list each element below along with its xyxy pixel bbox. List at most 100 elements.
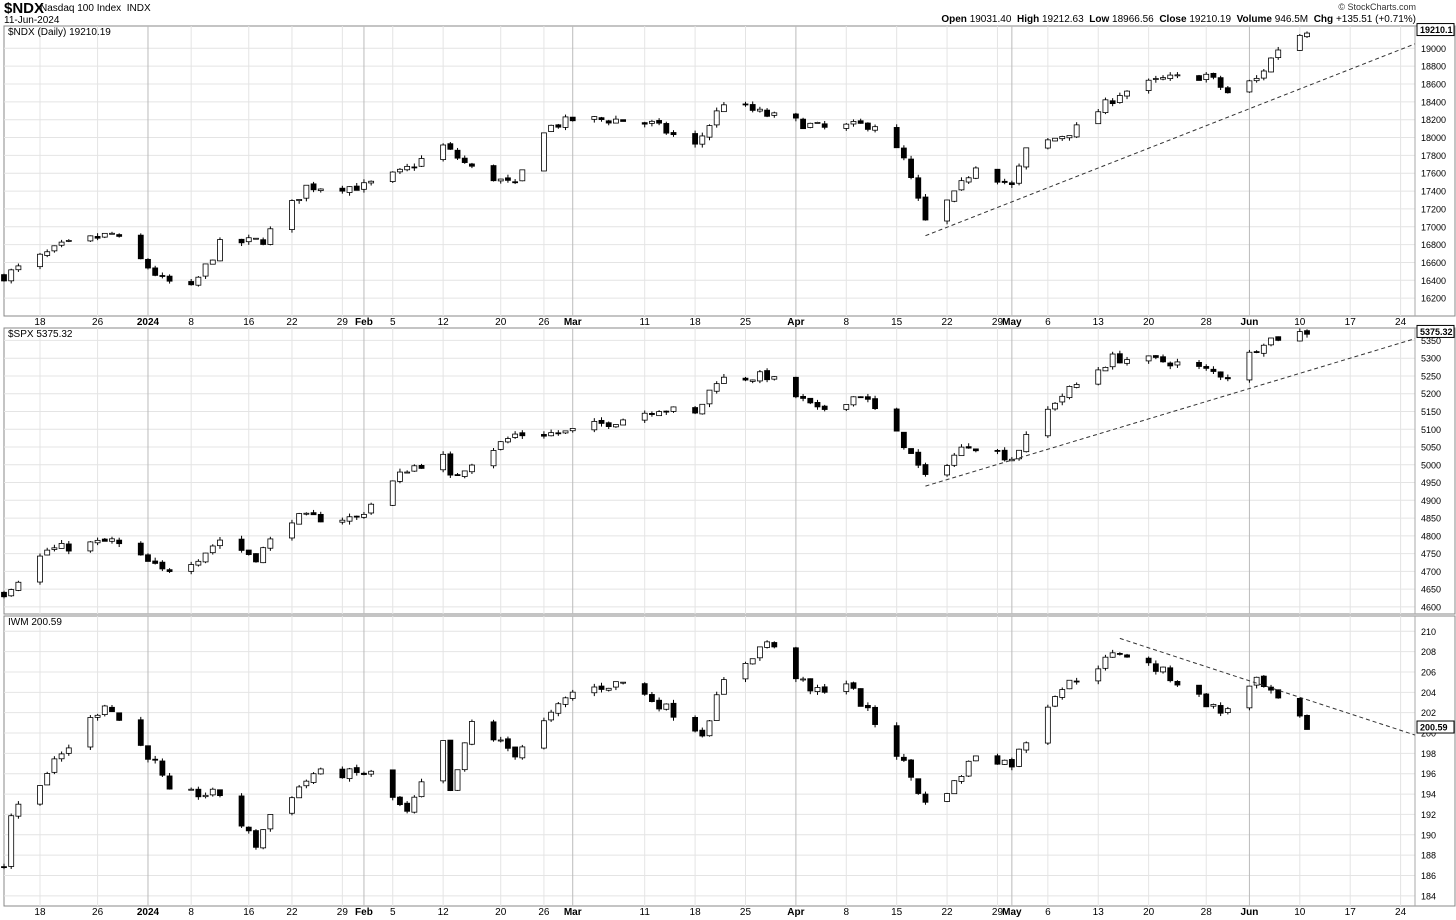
candle-down — [1116, 353, 1123, 364]
candle-down — [598, 419, 605, 424]
candle-down — [764, 109, 770, 117]
candle-down — [814, 402, 821, 408]
y-tick-label: 208 — [1421, 647, 1436, 657]
chart-date: 11-Jun-2024 — [4, 15, 60, 26]
candle-up — [1246, 351, 1253, 381]
candle-down — [152, 267, 159, 276]
y-tick-label: 210 — [1421, 627, 1436, 637]
candle-down — [260, 239, 267, 245]
y-tick-label: 5250 — [1421, 371, 1441, 381]
candle-up — [749, 379, 756, 382]
candle-up — [44, 251, 51, 256]
candle-down — [1073, 680, 1080, 683]
candle-up — [1066, 679, 1073, 690]
candle-up — [613, 681, 619, 688]
candle-down — [1253, 351, 1260, 353]
candle-up — [209, 545, 216, 554]
candle-up — [346, 516, 353, 522]
y-tick-label: 192 — [1421, 810, 1436, 820]
candle-down — [454, 149, 461, 159]
x-tick-label: Feb — [355, 907, 373, 918]
candle-up — [850, 396, 857, 406]
candle-down — [857, 120, 864, 124]
candle-down — [109, 706, 115, 713]
candle-up — [51, 758, 58, 773]
x-tick-label: 25 — [740, 907, 752, 918]
x-tick-label: 8 — [188, 317, 194, 328]
candle-up — [289, 522, 295, 539]
candle-down — [116, 539, 123, 545]
candle-up — [109, 232, 115, 235]
y-tick-label: 5100 — [1421, 425, 1441, 435]
y-tick-label: 5300 — [1421, 354, 1441, 364]
y-tick-label: 18000 — [1421, 133, 1446, 143]
stat-open-label: Open — [941, 14, 967, 25]
last-value-badge — [1416, 720, 1455, 734]
candle-down — [908, 448, 914, 454]
candle-down — [1008, 182, 1015, 185]
panel-frame — [3, 615, 1456, 907]
candle-up — [519, 746, 526, 759]
candle-up — [346, 768, 353, 780]
chart-panel-3: 1841861881901921941961982002022042062082… — [1, 615, 1456, 918]
candle-up — [1102, 99, 1109, 114]
candle-down — [1196, 75, 1202, 81]
candle-up — [260, 829, 267, 849]
candle-down — [872, 706, 878, 725]
candle-down — [454, 474, 461, 476]
y-tick-label: 200 — [1421, 729, 1436, 739]
y-tick-label: 4650 — [1421, 585, 1441, 595]
candle-up — [555, 703, 562, 714]
candle-down — [663, 410, 670, 413]
candle-down — [1160, 356, 1166, 363]
candle-down — [245, 826, 252, 832]
candle-up — [296, 513, 303, 525]
x-tick-label: 17 — [1345, 907, 1357, 918]
y-tick-label: 5200 — [1421, 389, 1441, 399]
x-tick-label: 29 — [992, 317, 1004, 328]
y-tick-label: 194 — [1421, 790, 1436, 800]
candle-up — [1023, 742, 1030, 751]
candle-up — [202, 263, 209, 277]
y-tick-label: 198 — [1421, 749, 1436, 759]
candle-up — [296, 199, 303, 202]
y-tick-label: 184 — [1421, 891, 1436, 901]
candle-down — [145, 554, 151, 562]
candle-up — [1260, 70, 1267, 79]
candle-down — [1152, 355, 1159, 358]
x-tick-label: 18 — [34, 907, 46, 918]
x-tick-label: 2024 — [137, 907, 160, 918]
symbol-name: Nasdaq 100 Index INDX — [40, 3, 151, 14]
candle-down — [101, 538, 108, 542]
candle-down — [555, 432, 562, 435]
candle-down — [447, 739, 454, 792]
candle-up — [1073, 384, 1080, 388]
candle-up — [1001, 759, 1008, 765]
y-tick-label: 4700 — [1421, 567, 1441, 577]
y-tick-label: 16400 — [1421, 276, 1446, 286]
panel-title: $NDX (Daily) 19210.19 — [8, 27, 111, 38]
candle-up — [397, 471, 403, 482]
ohlc-stats: Open 19031.40 High 19212.63 Low 18966.56… — [941, 14, 1416, 25]
candle-up — [188, 564, 195, 572]
candle-up — [807, 122, 814, 128]
candle-down — [692, 717, 699, 732]
candle-down — [742, 377, 749, 381]
candle-down — [1001, 180, 1008, 183]
y-tick-label: 17600 — [1421, 169, 1446, 179]
candle-up — [1253, 77, 1260, 82]
candle-up — [965, 760, 972, 777]
candle-down — [857, 396, 864, 399]
candle-up — [620, 681, 627, 684]
candle-up — [742, 663, 749, 680]
x-tick-label: Jun — [1241, 317, 1259, 328]
x-tick-label: 22 — [942, 907, 954, 918]
y-tick-label: 5050 — [1421, 443, 1441, 453]
candle-down — [764, 370, 770, 381]
candle-up — [569, 428, 576, 432]
x-tick-label: 11 — [640, 317, 651, 328]
y-tick-label: 204 — [1421, 688, 1436, 698]
candle-up — [850, 121, 857, 125]
x-tick-label: 28 — [1201, 317, 1213, 328]
candle-down — [447, 453, 454, 476]
